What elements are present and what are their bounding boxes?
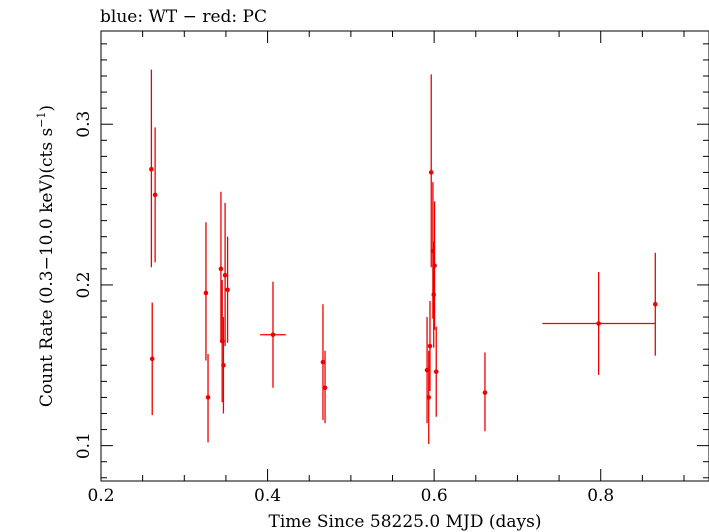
point-marker: [203, 290, 209, 296]
data-point: [149, 302, 155, 416]
x-axis-label: Time Since 58225.0 MJD (days): [269, 512, 542, 532]
y-tick-label: 0.3: [74, 111, 94, 138]
y-axis-label-main: Count Rate (0.3−10.0 keV)(cts s: [37, 128, 57, 407]
data-point: [320, 304, 326, 420]
data-points: [149, 69, 658, 445]
point-marker: [596, 321, 601, 326]
y-axis-label-sup: −1: [35, 112, 48, 128]
plot-frame: [100, 30, 709, 482]
y-axis-label: Count Rate (0.3−10.0 keV)(cts s−1): [35, 105, 57, 407]
y-tick-label: 0.2: [74, 271, 94, 298]
point-marker: [221, 362, 226, 368]
point-marker: [320, 359, 326, 365]
data-point: [482, 352, 488, 432]
data-point: [542, 272, 655, 375]
data-point: [426, 350, 432, 445]
data-point: [225, 236, 230, 343]
data-point: [152, 127, 158, 263]
data-point: [260, 281, 286, 388]
data-point: [432, 201, 437, 330]
point-marker: [426, 395, 432, 400]
x-tick-label: 0.2: [87, 486, 114, 506]
data-point: [218, 191, 224, 342]
point-marker: [428, 170, 434, 175]
data-point: [427, 301, 433, 391]
point-marker: [149, 356, 155, 362]
point-marker: [218, 266, 224, 272]
point-marker: [225, 287, 230, 293]
data-point: [222, 202, 228, 346]
x-axis: 0.2 0.4 0.6 0.8: [87, 31, 685, 506]
point-marker: [322, 385, 328, 391]
x-tick-label: 0.6: [421, 486, 448, 506]
data-point: [433, 326, 439, 417]
data-point: [203, 222, 209, 361]
data-point: [652, 252, 658, 356]
data-point: [205, 354, 211, 443]
point-marker: [222, 272, 228, 278]
y-tick-label: 0.1: [74, 432, 94, 459]
point-marker: [482, 390, 488, 395]
point-marker: [205, 395, 211, 400]
data-point: [221, 317, 226, 414]
x-tick-label: 0.8: [587, 486, 614, 506]
point-marker: [433, 369, 439, 375]
point-marker: [652, 301, 658, 307]
point-marker: [149, 166, 154, 172]
data-point: [149, 69, 154, 268]
data-point: [431, 241, 437, 348]
y-axis: 0.1 0.2 0.3: [74, 43, 709, 479]
chart-title: blue: WT − red: PC: [100, 7, 267, 27]
data-point: [322, 350, 328, 424]
point-marker: [427, 343, 433, 349]
point-marker: [270, 332, 276, 338]
point-marker: [431, 292, 437, 297]
point-marker: [152, 192, 158, 198]
point-marker: [432, 263, 437, 268]
x-tick-label: 0.4: [254, 486, 281, 506]
data-point: [428, 74, 434, 268]
y-axis-label-end: ): [37, 105, 57, 112]
